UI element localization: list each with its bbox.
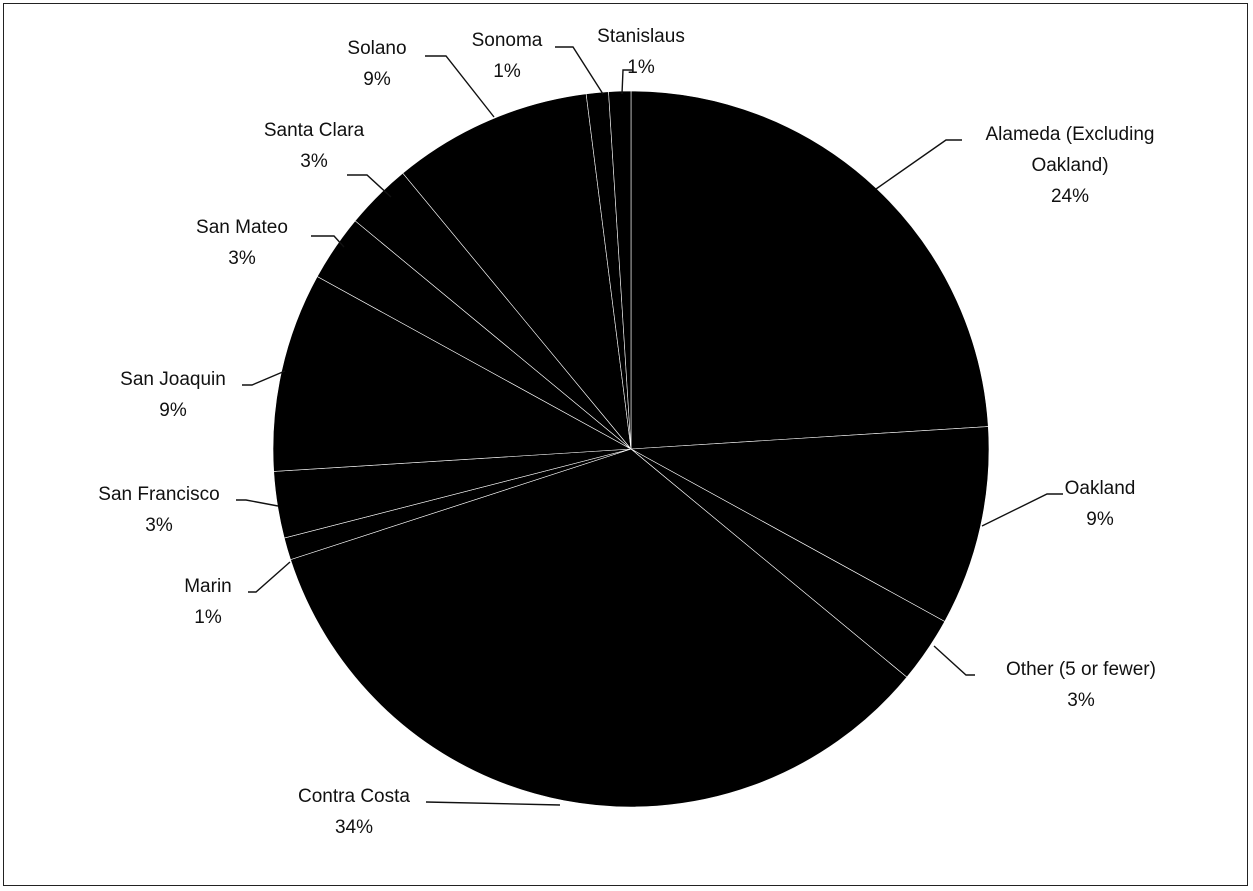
leader-line-9 xyxy=(425,55,495,118)
slice-label-10: Sonoma 1% xyxy=(472,30,543,82)
pie-slice-9 xyxy=(402,93,632,450)
slice-name: Sonoma xyxy=(472,30,543,51)
leader-line-2 xyxy=(933,645,975,676)
pie-slices xyxy=(272,90,990,808)
slice-label-3: Contra Costa 34% xyxy=(298,786,410,838)
slice-label-4: Marin 1% xyxy=(184,576,232,628)
slice-percent: 3% xyxy=(228,248,256,269)
slice-percent: 1% xyxy=(493,61,521,82)
leader-line-10 xyxy=(555,46,604,95)
slice-percent: 1% xyxy=(194,607,222,628)
slice-name: San Joaquin xyxy=(120,369,226,390)
slice-label-2: Other (5 or fewer) 3% xyxy=(1006,659,1156,711)
slice-label-6: San Joaquin 9% xyxy=(120,369,226,421)
slice-label-11: Stanislaus 1% xyxy=(597,26,685,78)
slice-percent: 34% xyxy=(335,817,373,838)
slice-label-9: Solano 9% xyxy=(347,38,406,90)
slice-percent: 9% xyxy=(159,400,187,421)
slice-label-5: San Francisco 3% xyxy=(98,484,219,536)
slice-name: Oakland xyxy=(1065,478,1136,499)
slice-label-1: Oakland 9% xyxy=(1065,478,1136,530)
pie-slice-6 xyxy=(272,276,633,472)
pie-slice-0 xyxy=(630,90,989,450)
leader-line-1 xyxy=(981,493,1063,527)
leader-line-3 xyxy=(425,801,561,806)
slice-name: Solano xyxy=(347,38,406,59)
leader-lines xyxy=(236,46,1063,806)
leader-line-11 xyxy=(621,69,633,95)
leader-line-4 xyxy=(248,561,291,593)
slice-name: Contra Costa xyxy=(298,786,410,807)
leader-line-6 xyxy=(242,370,286,386)
pie-slice-3 xyxy=(290,448,908,808)
pie-slice-11 xyxy=(608,90,632,450)
leader-line-5 xyxy=(236,499,279,507)
slice-percent: 9% xyxy=(1086,509,1114,530)
slice-percent: 3% xyxy=(300,151,328,172)
slice-percent: 1% xyxy=(627,57,655,78)
slice-name: Other (5 or fewer) xyxy=(1006,659,1156,680)
slice-percent: 3% xyxy=(145,515,173,536)
leader-line-7 xyxy=(311,235,345,248)
slice-name: San Francisco xyxy=(98,484,219,505)
slice-label-8: Santa Clara 3% xyxy=(264,120,365,172)
leader-line-0 xyxy=(875,139,962,190)
slice-labels: Alameda (Excluding Oakland) 24% Oakland 9% Ot… xyxy=(98,26,1156,838)
slice-name: San Mateo xyxy=(196,217,288,238)
slice-name: Oakland) xyxy=(1031,155,1108,176)
pie-slice-1 xyxy=(629,426,990,622)
slice-label-7: San Mateo 3% xyxy=(196,217,288,269)
slice-name: Stanislaus xyxy=(597,26,685,47)
slice-name: Marin xyxy=(184,576,232,597)
leader-line-8 xyxy=(347,174,392,198)
slice-name: Alameda (Excluding xyxy=(986,124,1155,145)
slice-name: Santa Clara xyxy=(264,120,365,141)
slice-label-0: Alameda (Excluding Oakland) 24% xyxy=(986,124,1155,207)
slice-percent: 3% xyxy=(1067,690,1095,711)
slice-percent: 24% xyxy=(1051,186,1089,207)
slice-percent: 9% xyxy=(363,69,391,90)
